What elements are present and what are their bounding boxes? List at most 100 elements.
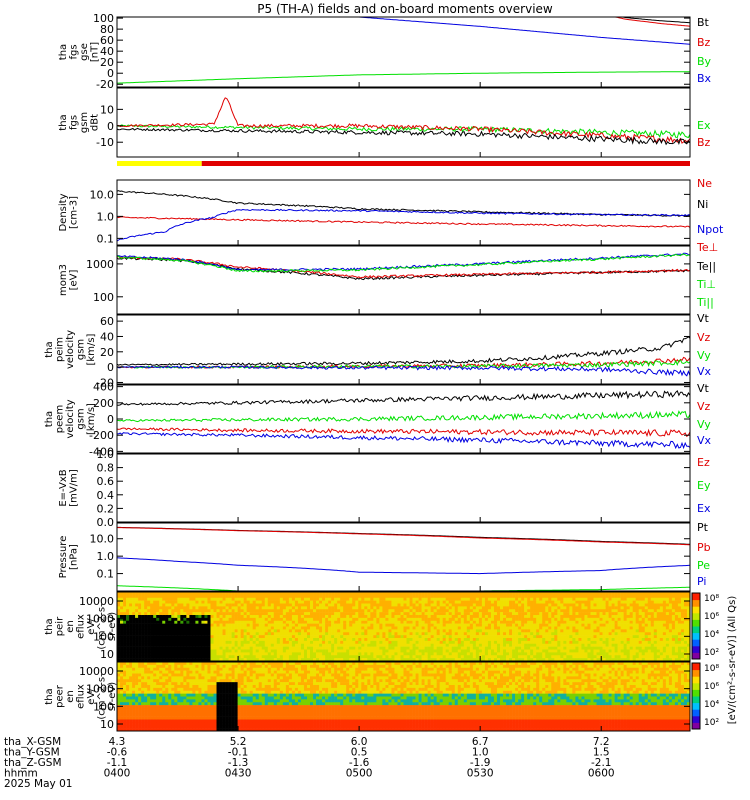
heatmap-cell bbox=[496, 606, 501, 610]
heatmap-cell bbox=[433, 594, 437, 599]
heatmap-cell bbox=[572, 646, 576, 650]
heatmap-cell bbox=[439, 629, 444, 633]
heatmap-cell bbox=[409, 652, 413, 656]
heatmap-cell bbox=[566, 626, 570, 630]
heatmap-cell bbox=[656, 652, 661, 656]
heatmap-cell bbox=[249, 629, 254, 633]
y-tick-label: 60 bbox=[100, 315, 114, 328]
heatmap-cell bbox=[186, 652, 190, 656]
heatmap-cell bbox=[282, 640, 287, 645]
heatmap-cell bbox=[291, 620, 296, 624]
heatmap-cell bbox=[421, 635, 425, 639]
heatmap-cell bbox=[132, 713, 136, 717]
heatmap-cell bbox=[177, 609, 181, 613]
heatmap-cell bbox=[668, 609, 673, 613]
heatmap-cell bbox=[635, 606, 640, 610]
heatmap-cell bbox=[409, 655, 413, 659]
y-axis-label: eflux bbox=[76, 614, 87, 639]
heatmap-cell bbox=[246, 643, 250, 647]
heatmap-cell bbox=[671, 632, 676, 636]
heatmap-cell bbox=[629, 652, 633, 656]
heatmap-cell bbox=[671, 609, 676, 613]
heatmap-cell bbox=[644, 655, 649, 659]
heatmap-cell bbox=[120, 673, 124, 677]
heatmap-cell bbox=[641, 643, 646, 647]
heatmap-cell bbox=[135, 632, 139, 636]
heatmap-cell bbox=[204, 655, 208, 659]
y-tick-label: 40 bbox=[100, 330, 114, 343]
heatmap-cell bbox=[147, 612, 151, 616]
heatmap-cell bbox=[117, 632, 121, 636]
heatmap-cell bbox=[427, 600, 431, 604]
heatmap-cell bbox=[542, 658, 546, 662]
heatmap-cell bbox=[554, 652, 558, 656]
heatmap-cell bbox=[469, 632, 474, 636]
heatmap-cell bbox=[578, 635, 582, 639]
heatmap-cell bbox=[252, 597, 257, 601]
heatmap-cell bbox=[545, 600, 549, 604]
heatmap-cell bbox=[388, 655, 392, 659]
heatmap-cell bbox=[352, 640, 356, 645]
heatmap-cell bbox=[328, 617, 332, 622]
heatmap-cell bbox=[129, 687, 133, 692]
heatmap-cell bbox=[225, 649, 229, 653]
heatmap-cell bbox=[120, 658, 124, 662]
heatmap-cell bbox=[572, 612, 576, 616]
heatmap-cell bbox=[117, 699, 121, 703]
heatmap-cell bbox=[328, 652, 332, 656]
heatmap-cell bbox=[686, 649, 691, 653]
heatmap-cell bbox=[328, 597, 332, 601]
heatmap-cell bbox=[490, 597, 495, 601]
heatmap-cell bbox=[451, 652, 456, 656]
heatmap-cell bbox=[496, 623, 501, 627]
heatmap-cell bbox=[310, 620, 314, 624]
heatmap-cell bbox=[135, 670, 139, 674]
heatmap-cell bbox=[261, 658, 266, 662]
heatmap-cell bbox=[427, 629, 431, 633]
heatmap-cell bbox=[352, 597, 356, 601]
heatmap-cell bbox=[267, 655, 272, 659]
heatmap-cell bbox=[566, 632, 570, 636]
heatmap-cell bbox=[650, 640, 655, 645]
heatmap-cell bbox=[478, 617, 483, 622]
heatmap-cell bbox=[186, 643, 190, 647]
heatmap-cell bbox=[153, 620, 157, 624]
heatmap-cell bbox=[460, 600, 465, 604]
heatmap-cell bbox=[641, 603, 646, 607]
heatmap-cell bbox=[680, 609, 685, 613]
heatmap-cell bbox=[584, 597, 588, 601]
heatmap-cell bbox=[433, 623, 437, 627]
heatmap-cell bbox=[349, 597, 353, 601]
heatmap-cell bbox=[258, 603, 263, 607]
heatmap-cell bbox=[352, 626, 356, 630]
heatmap-cell bbox=[463, 603, 468, 607]
heatmap-cell bbox=[566, 629, 570, 633]
heatmap-cell bbox=[246, 592, 250, 596]
heatmap-cell bbox=[180, 658, 184, 662]
heatmap-cell bbox=[521, 612, 525, 616]
heatmap-cell bbox=[328, 592, 332, 596]
heatmap-cell bbox=[472, 626, 477, 630]
heatmap-cell bbox=[159, 612, 163, 616]
heatmap-cell bbox=[285, 640, 290, 645]
heatmap-cell bbox=[445, 612, 450, 616]
heatmap-cell bbox=[171, 603, 175, 607]
heatmap-cell bbox=[117, 658, 121, 662]
heatmap-cell bbox=[599, 629, 603, 633]
heatmap-cell bbox=[373, 606, 377, 610]
heatmap-cell bbox=[279, 655, 284, 659]
heatmap-cell bbox=[382, 594, 386, 599]
heatmap-cell bbox=[518, 643, 522, 647]
heatmap-cell bbox=[165, 600, 169, 604]
heatmap-cell bbox=[210, 600, 214, 604]
heatmap-cell bbox=[478, 609, 483, 613]
heatmap-cell bbox=[177, 617, 181, 622]
heatmap-cell bbox=[496, 646, 501, 650]
heatmap-cell bbox=[406, 617, 410, 622]
heatmap-cell bbox=[313, 632, 317, 636]
heatmap-cell bbox=[132, 629, 136, 633]
heatmap-cell bbox=[249, 623, 254, 627]
heatmap-cell bbox=[361, 658, 365, 662]
heatmap-cell bbox=[677, 600, 682, 604]
heatmap-cell bbox=[129, 662, 133, 666]
